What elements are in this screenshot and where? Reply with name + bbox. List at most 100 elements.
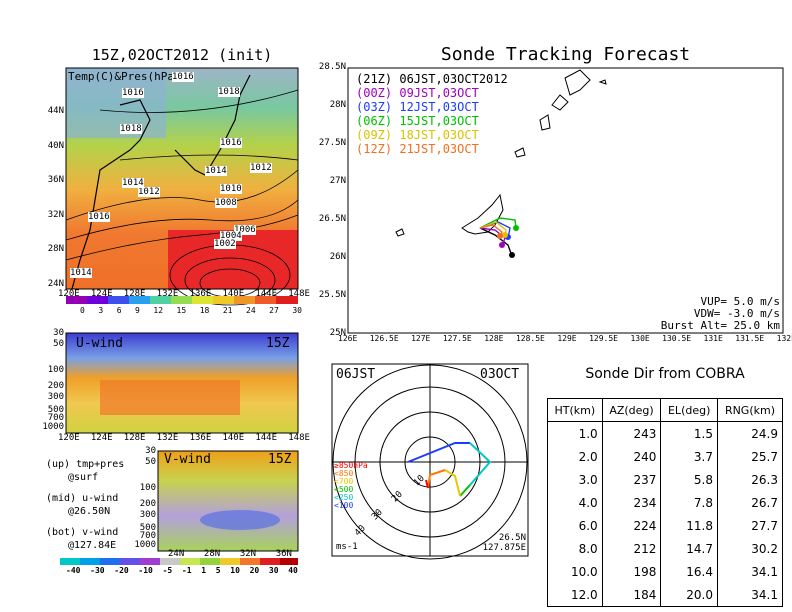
tracking-frame <box>347 67 784 334</box>
polar-location: 26.5N 127.875E <box>470 533 526 553</box>
vwind-level: 50 <box>145 457 156 467</box>
wind-colorbar-tick: -5 <box>162 566 173 575</box>
map-lon-label: 124E <box>90 289 113 299</box>
temp-colorbar-labels: 0 3 6 9 12 15 18 21 24 27 30 <box>80 306 302 315</box>
wind-colorbar-tick: -40 <box>66 566 81 575</box>
table-row: 4.0 234 7.8 26.7 <box>547 491 784 514</box>
isobar-label: 1012 <box>250 163 272 173</box>
temp-colorbar-tick: 27 <box>269 306 279 315</box>
tracking-endpoints <box>497 225 519 258</box>
cobra-cell: 6.0 <box>547 514 603 537</box>
uwind-lon-axis: 120E 124E 128E 132E 136E 140E 144E 148E <box>58 433 310 443</box>
tracking-lon-label: 128.5E <box>515 334 545 343</box>
polar-label-left: 06JST <box>336 367 376 382</box>
vwind-lat-label: 28N <box>203 549 221 559</box>
note-line: @26.50N <box>68 506 111 517</box>
uwind-lon-label: 140E <box>222 433 245 443</box>
tracking-lon-label: 131E <box>703 334 723 343</box>
tracking-params: VUP= 5.0 m/s VDW= -3.0 m/s Burst Alt= 25… <box>634 296 780 332</box>
map-lat-label: 44N <box>47 106 64 116</box>
pressure-legend-item: <100 <box>334 501 354 510</box>
tracking-lon-label: 127.5E <box>442 334 472 343</box>
wind-colorbar-tick: -1 <box>181 566 192 575</box>
uwind-frame <box>65 332 299 434</box>
param-line: Burst Alt= 25.0 km <box>660 319 780 332</box>
tracking-legend-item: (00Z) 09JST,03OCT <box>356 86 479 100</box>
table-row: 10.0 198 16.4 34.1 <box>547 560 784 583</box>
cobra-cell: 26.7 <box>716 491 784 514</box>
isobar-label: 1014 <box>122 178 144 188</box>
uwind-lon-label: 128E <box>123 433 146 443</box>
temp-colorbar-tick: 18 <box>199 306 210 315</box>
wind-colorbar-tick: 40 <box>288 566 298 575</box>
temp-colorbar-tick: 21 <box>222 306 233 315</box>
cobra-cell: 5.8 <box>660 468 718 491</box>
polar-location-line: 127.875E <box>482 543 526 553</box>
isobar-label: 1016 <box>220 138 242 148</box>
tracking-lon-label: 127E <box>411 334 431 343</box>
tracking-lat-label: 27N <box>329 176 346 186</box>
cobra-cell: 30.2 <box>716 537 784 560</box>
cobra-cell: 10.0 <box>547 560 603 583</box>
cobra-cell: 212 <box>601 537 662 560</box>
cobra-cell: 198 <box>601 560 662 583</box>
note-line: (bot) v-wind <box>46 527 119 538</box>
uwind-level: 300 <box>47 392 64 402</box>
tracking-lat-label: 26.5N <box>318 214 346 224</box>
cobra-cell: 34.1 <box>716 560 784 583</box>
tracking-lat-label: 25N <box>329 328 346 338</box>
tracking-islands <box>395 69 607 237</box>
polar-label-right: 03OCT <box>480 367 520 382</box>
map-lon-label: 140E <box>222 289 245 299</box>
temp-colorbar-tick: 9 <box>135 306 140 315</box>
pressure-legend-item: ≥850hPa <box>334 461 368 470</box>
coastline <box>71 99 151 290</box>
tracking-legend-item: (09Z) 18JST,03OCT <box>356 128 479 142</box>
uwind-level: 500 <box>47 405 64 415</box>
tracking-lat-label: 28.5N <box>318 62 346 72</box>
map-title: 15Z,02OCT2012 (init) <box>91 46 273 64</box>
pressure-legend-item: <700 <box>334 477 354 486</box>
vwind-level: 100 <box>139 483 156 493</box>
cobra-cell: 14.7 <box>660 537 718 560</box>
cobra-cell: 26.3 <box>716 468 784 491</box>
cobra-cell: 12.0 <box>547 583 603 607</box>
vwind-frame <box>157 450 299 552</box>
vwind-lat-label: 32N <box>239 549 257 559</box>
vwind-level: 30 <box>145 446 156 456</box>
pressure-legend-item: <500 <box>334 485 354 494</box>
map-lon-axis: 120E 124E 128E 132E 136E 140E 144E 148E <box>58 289 310 299</box>
map-lat-label: 24N <box>47 278 64 289</box>
table-row: 2.0 240 3.7 25.7 <box>547 445 784 468</box>
pressure-legend-item: <250 <box>334 493 354 502</box>
wind-colorbar-tick: 1 <box>201 566 207 575</box>
isobar-label: 1016 <box>88 212 110 222</box>
map-lon-label: 132E <box>156 289 179 299</box>
polar-units: ms-1 <box>336 542 358 552</box>
tracking-legend-item: (03Z) 12JST,03OCT <box>356 100 479 114</box>
vwind-level: 1000 <box>134 540 156 550</box>
cobra-cell: 34.1 <box>716 583 784 607</box>
wind-colorbar-tick: -20 <box>114 566 129 575</box>
map-lon-label: 128E <box>123 289 146 299</box>
cobra-cell: 1.0 <box>547 421 603 445</box>
cobra-cell: 4.0 <box>547 491 603 514</box>
isobar-label: 1016 <box>172 72 194 82</box>
polar-hodograph <box>407 442 492 497</box>
map-frame <box>65 67 299 290</box>
uwind-level: 50 <box>53 339 64 349</box>
isobar-label: 1016 <box>122 88 144 98</box>
uwind-lon-label: 132E <box>156 433 179 443</box>
note-line: @surf <box>68 472 99 483</box>
isobar-label: 1004 <box>220 231 242 241</box>
cobra-cell: 2.0 <box>547 445 603 468</box>
tracking-lon-label: 132E <box>776 334 792 343</box>
note-line: (up) tmp+pres <box>46 459 125 470</box>
cobra-cell: 16.4 <box>660 560 718 583</box>
map-lon-label: 136E <box>189 289 212 299</box>
polar-location-line: 26.5N <box>498 533 526 543</box>
cobra-cell: 3.7 <box>660 445 718 468</box>
map-lat-label: 28N <box>47 244 64 254</box>
uwind-level: 30 <box>53 328 64 338</box>
